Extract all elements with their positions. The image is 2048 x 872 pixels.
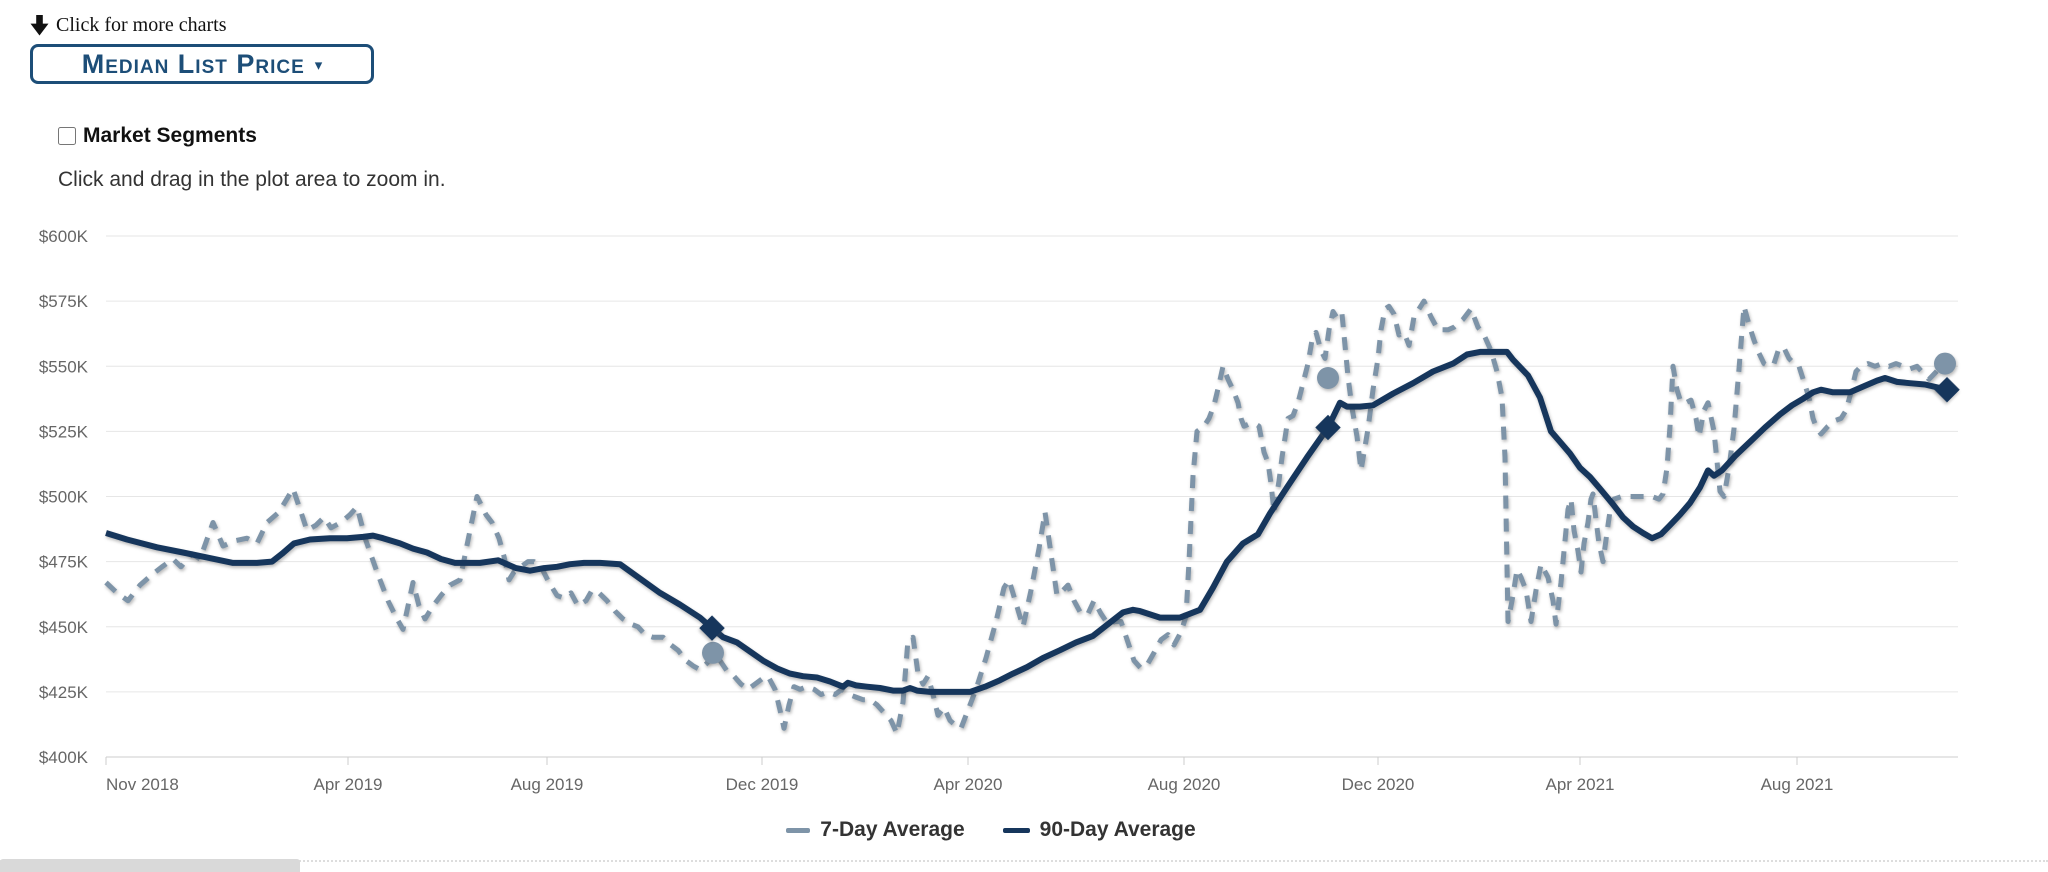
y-axis-label: $600K <box>39 227 89 246</box>
marker-circle-7day <box>1934 352 1956 375</box>
series-line-90day <box>105 348 1948 695</box>
legend-label-90-day: 90-Day Average <box>1039 818 1196 841</box>
y-axis-label: $400K <box>39 748 89 767</box>
bottom-scrollbar[interactable] <box>0 859 300 872</box>
y-axis-label: $500K <box>39 488 89 507</box>
y-axis-label: $475K <box>39 553 89 572</box>
x-axis-label: Dec 2020 <box>1342 775 1415 794</box>
x-axis-label: Nov 2018 <box>106 775 179 794</box>
legend-item-7-day-average[interactable]: 7-Day Average <box>786 818 965 842</box>
chart-legend: 7-Day Average 90-Day Average <box>0 818 1982 842</box>
more-charts-link[interactable]: Click for more charts <box>30 14 227 37</box>
legend-marker-90-day-icon <box>1002 827 1030 833</box>
more-charts-label: Click for more charts <box>56 14 227 36</box>
x-axis-label: Apr 2021 <box>1546 775 1615 794</box>
marker-circle-7day <box>702 641 724 664</box>
x-axis-label: Aug 2021 <box>1761 775 1834 794</box>
chart-selector-label: Median List Price <box>81 48 305 79</box>
x-axis-label: Apr 2020 <box>934 775 1003 794</box>
plot-area[interactable] <box>106 170 1958 757</box>
market-segments-checkbox[interactable] <box>58 127 76 145</box>
y-axis-label: $425K <box>39 683 89 702</box>
y-axis-label: $550K <box>39 357 89 376</box>
legend-label-7-day: 7-Day Average <box>820 818 965 841</box>
marker-diamond-90day <box>699 615 725 641</box>
down-arrow-icon <box>30 15 49 36</box>
bottom-divider <box>0 860 2048 862</box>
y-axis-label: $450K <box>39 618 89 637</box>
x-axis-label: Aug 2020 <box>1148 775 1221 794</box>
x-axis-label: Aug 2019 <box>511 775 584 794</box>
market-segments-row: Market Segments <box>58 124 257 148</box>
y-axis-label: $575K <box>39 292 89 311</box>
legend-item-90-day-average[interactable]: 90-Day Average <box>1002 818 1196 842</box>
x-axis-label: Apr 2019 <box>314 775 383 794</box>
caret-down-icon: ▾ <box>314 57 323 74</box>
chart-selector-button[interactable]: Median List Price ▾ <box>30 44 374 84</box>
market-segments-label: Market Segments <box>83 124 257 147</box>
series-line-7day <box>104 298 1947 737</box>
zoom-instruction: Click and drag in the plot area to zoom … <box>58 168 446 191</box>
legend-marker-7-day-icon <box>786 827 811 833</box>
x-axis-label: Dec 2019 <box>726 775 799 794</box>
marker-circle-7day <box>1317 367 1339 389</box>
y-axis-label: $525K <box>39 422 89 441</box>
